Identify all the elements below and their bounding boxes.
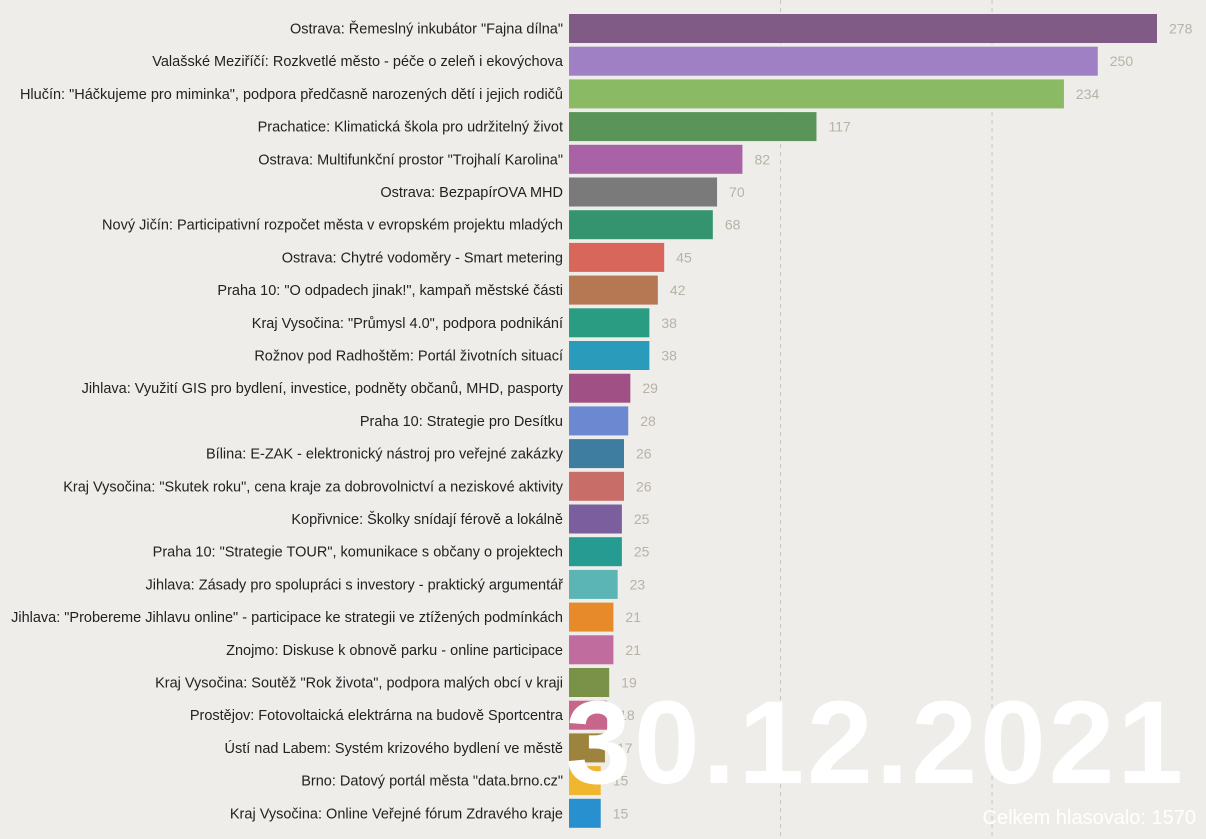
value-label: 45 [676,249,692,265]
value-label: 25 [634,511,650,527]
value-label: 70 [729,184,745,200]
category-label: Praha 10: "O odpadech jinak!", kampaň mě… [217,283,563,299]
value-label: 278 [1169,21,1193,37]
category-label: Praha 10: Strategie pro Desítku [360,414,563,430]
category-label: Nový Jičín: Participativní rozpočet měst… [102,218,563,234]
value-label: 21 [625,642,641,658]
bar [569,471,624,501]
bar [569,733,605,763]
value-label: 117 [828,119,851,135]
value-label: 25 [634,544,650,560]
bar [569,275,658,305]
category-label: Ostrava: Řemeslný inkubátor "Fajna dílna… [290,21,563,38]
category-label: Prachatice: Klimatická škola pro udržite… [258,120,563,136]
category-label: Kraj Vysočina: "Skutek roku", cena kraje… [63,479,564,495]
category-label: Ostrava: Chytré vodoměry - Smart meterin… [282,250,563,266]
category-label: Jihlava: Zásady pro spolupráci s investo… [146,577,565,593]
bar [569,504,622,534]
value-label: 26 [636,478,652,494]
bar [569,798,601,828]
value-label: 38 [661,348,677,364]
category-labels: Ostrava: Řemeslný inkubátor "Fajna dílna… [11,21,564,823]
category-label: Ostrava: Multifunkční prostor "Trojhalí … [258,152,563,168]
category-label: Bílina: E-ZAK - elektronický nástroj pro… [206,447,564,463]
value-label: 68 [725,217,741,233]
bar [569,210,713,240]
bar [569,341,650,370]
bars-group [569,14,1157,828]
bar [569,766,601,796]
value-label: 17 [617,740,633,756]
category-label: Kraj Vysočina: Soutěž "Rok života", podp… [155,676,563,692]
category-label: Brno: Datový portál města "data.brno.cz" [301,774,563,790]
value-label: 28 [640,413,656,429]
bar [569,177,718,207]
category-label: Ostrava: BezpapírOVA MHD [380,185,563,201]
category-label: Valašské Meziříčí: Rozkvetlé město - péč… [152,54,564,70]
value-label: 38 [661,315,677,331]
value-label: 42 [670,282,686,298]
category-label: Kraj Vysočina: "Průmysl 4.0", podpora po… [252,316,563,332]
bar [569,635,614,665]
category-label: Znojmo: Diskuse k obnově parku - online … [226,643,563,659]
bar [569,14,1157,43]
bar [569,308,650,338]
bar [569,373,631,403]
category-label: Jihlava: "Probereme Jihlavu online" - pa… [11,610,563,626]
value-label: 21 [625,609,641,625]
bar [569,46,1098,76]
bar [569,79,1064,109]
value-label: 250 [1110,53,1134,69]
date-label: 30.12.2021 [565,677,1186,809]
value-label: 234 [1076,86,1100,102]
value-label: 19 [621,675,637,691]
value-label: 23 [630,576,646,592]
category-label: Ústí nad Labem: Systém krizového bydlení… [225,740,564,757]
value-label: 29 [642,380,658,396]
category-label: Kopřivnice: Školky snídají férově a loká… [291,511,563,528]
total-votes-label: Celkem hlasovalo: 1570 [983,807,1196,829]
value-label: 26 [636,446,652,462]
value-label: 15 [613,773,629,789]
bar [569,700,608,730]
category-label: Kraj Vysočina: Online Veřejné fórum Zdra… [230,806,563,822]
category-label: Jihlava: Využití GIS pro bydlení, invest… [82,381,564,397]
bar [569,242,665,272]
bar [569,439,624,469]
bar [569,144,743,174]
bar [569,406,629,436]
value-label: 15 [613,805,629,821]
bar [569,112,817,142]
category-label: Praha 10: "Strategie TOUR", komunikace s… [153,545,563,561]
value-label: 18 [619,707,635,723]
bar [569,569,618,599]
bar [569,668,610,697]
category-label: Hlučín: "Háčkujeme pro miminka", podpora… [20,87,563,103]
category-label: Rožnov pod Radhoštěm: Portál životních s… [254,349,563,365]
bar [569,537,622,567]
value-label: 82 [754,151,770,167]
category-label: Prostějov: Fotovoltaická elektrárna na b… [190,708,564,724]
value-labels: 2782502341178270684542383829282626252523… [613,21,1193,822]
bar [569,602,614,632]
